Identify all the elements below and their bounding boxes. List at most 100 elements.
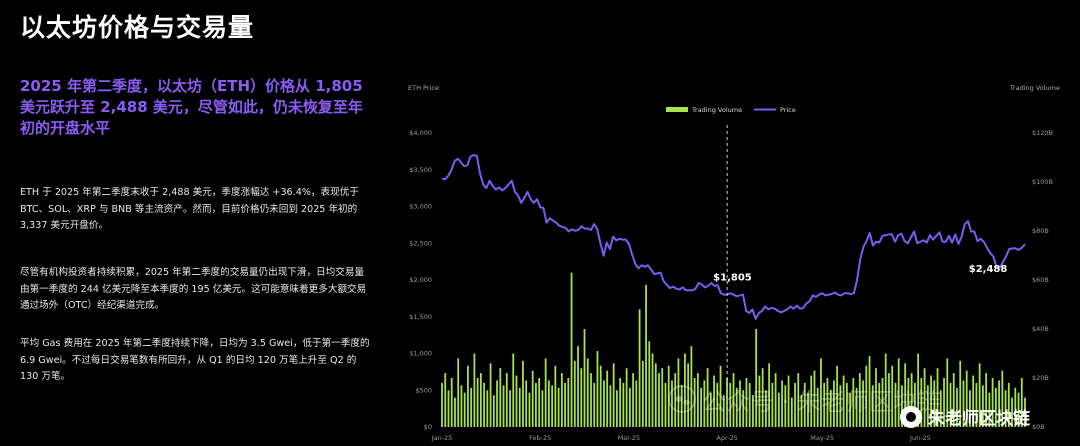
volume-bar: [735, 387, 738, 427]
volume-bar: [852, 378, 855, 427]
volume-bar: [460, 385, 463, 427]
volume-bar: [486, 390, 489, 427]
volume-bar: [771, 382, 774, 427]
volume-bar: [926, 385, 929, 427]
volume-bar: [826, 378, 829, 427]
volume-bar: [709, 392, 712, 427]
y-left-tick-label: $1,500: [409, 313, 432, 321]
y-right-tick-label: $0B: [1032, 423, 1045, 431]
volume-bar: [810, 375, 813, 427]
volume-bar: [658, 373, 660, 427]
volume-bar: [878, 382, 881, 427]
volume-bar: [952, 373, 955, 427]
volume-bar: [816, 387, 819, 427]
volume-bar: [994, 387, 997, 427]
volume-bar: [907, 378, 910, 427]
volume-bar: [855, 387, 858, 427]
volume-bar: [965, 370, 968, 427]
volume-bar: [881, 378, 884, 427]
volume-bar: [897, 358, 900, 427]
volume-bar: [654, 363, 657, 427]
volume-bar: [988, 392, 991, 427]
y-left-tick-label: $4,000: [409, 129, 432, 137]
volume-bar: [839, 385, 842, 427]
volume-bar: [616, 390, 618, 427]
axes: ETH Price Trading Volume $0 $500 $1,000 $1,50…: [408, 84, 1060, 442]
volume-bar: [518, 387, 521, 427]
volume-bar: [632, 373, 634, 427]
y-left-tick-label: $2,500: [409, 239, 432, 247]
volume-bar: [862, 380, 864, 427]
volume-bar: [722, 395, 725, 427]
volume-bar: [761, 368, 764, 427]
volume-bar: [982, 385, 984, 427]
y-right-tick-label: $60B: [1032, 276, 1049, 284]
volume-bar: [1024, 397, 1026, 427]
wechat-icon: [668, 385, 696, 413]
volume-bar: [894, 382, 897, 427]
price-line-group: [441, 154, 1026, 320]
volume-bar: [939, 390, 942, 427]
volume-bar: [648, 341, 651, 427]
volume-bar: [564, 382, 566, 427]
volume-bar: [541, 390, 544, 427]
volume-bar: [700, 387, 702, 427]
legend-label-volume: Trading Volume: [691, 106, 742, 114]
volume-bar: [570, 272, 573, 427]
page-title: 以太坊价格与交易量: [20, 13, 255, 42]
volume-bar: [447, 390, 450, 427]
volume-bar: [512, 353, 515, 427]
volume-bar: [499, 368, 502, 427]
volume-bar: [800, 395, 803, 427]
volume-bar: [479, 373, 482, 427]
volume-bar: [910, 373, 913, 427]
volume-bar: [467, 365, 469, 427]
legend-label-price: Price: [780, 106, 796, 114]
y-left-tick-label: $1,000: [409, 350, 432, 358]
volume-bar: [758, 375, 761, 427]
volume-bar: [651, 353, 654, 427]
volume-bar: [696, 373, 699, 427]
volume-bar: [577, 346, 579, 427]
volume-bar: [790, 397, 793, 427]
annotations: $1,805 $2,488: [713, 125, 1007, 427]
volume-bar: [706, 368, 709, 427]
volume-bar: [949, 382, 952, 427]
volume-bar: [732, 373, 735, 427]
volume-bar: [713, 375, 715, 427]
volume-bar: [868, 355, 871, 427]
volume-bar: [820, 358, 822, 427]
volume-bar: [1014, 387, 1017, 427]
volume-bar: [476, 378, 479, 427]
brand-watermark: 朱老师区块链: [900, 404, 1030, 429]
volume-bar: [748, 382, 751, 427]
volume-bar: [557, 387, 560, 427]
volume-bar: [956, 387, 958, 427]
volume-bar: [962, 380, 965, 427]
volume-bar: [923, 368, 926, 427]
paragraph-price-summary: ETH 于 2025 年第二季度末收于 2,488 美元，季度涨幅达 +36.4…: [20, 187, 359, 231]
volume-bar: [978, 363, 981, 427]
volume-bar: [473, 353, 476, 427]
volume-bar: [489, 363, 492, 427]
volume-bar: [603, 380, 605, 427]
y-left-tick-label: $500: [415, 386, 432, 394]
volume-bar: [739, 380, 741, 427]
volume-bar: [768, 363, 771, 427]
x-tick-label: Mar-25: [618, 434, 640, 442]
volume-bar: [450, 378, 453, 427]
volume-bar: [483, 382, 485, 427]
y-right-tick-label: $40B: [1032, 325, 1049, 333]
volume-bar: [444, 373, 447, 427]
volume-bar: [716, 382, 719, 427]
paragraph-volume-summary: 尽管有机构投资者持续积累，2025 年第二季度的交易量仍出现下滑，日均交易量由第…: [20, 267, 367, 311]
volume-bar: [975, 382, 978, 427]
volume-bar: [625, 368, 628, 427]
volume-bar: [573, 360, 576, 427]
volume-bar: [1011, 397, 1013, 427]
volume-bar: [567, 378, 570, 427]
x-tick-label: Feb-25: [529, 434, 551, 442]
x-tick-label: Jun-25: [909, 434, 931, 442]
volume-bar: [1017, 392, 1020, 427]
volume-bar: [972, 375, 975, 427]
